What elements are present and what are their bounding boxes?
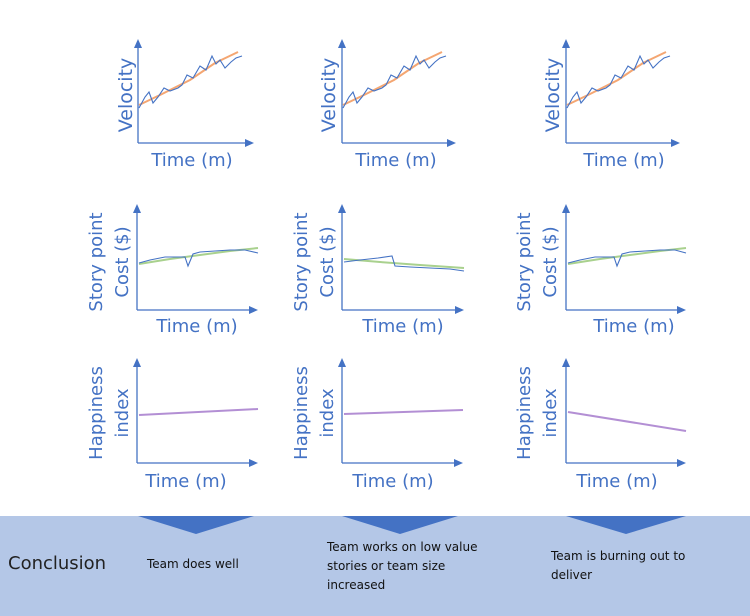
velocity-actual-line xyxy=(566,54,671,109)
time-label: Time (m) xyxy=(361,316,443,337)
cost-label-line2: Cost ($) xyxy=(540,226,561,297)
happiness-label-line1: Happiness xyxy=(514,366,535,460)
time-label: Time (m) xyxy=(155,316,237,337)
velocity-trend-line xyxy=(342,51,443,106)
velocity-chart-2: Velocity Time (m) xyxy=(318,39,456,171)
column-3: Velocity Time (m) Story point Cost ($) T… xyxy=(514,39,687,492)
conclusion-text-2: Team works on low value stories or team … xyxy=(327,540,478,592)
time-label: Time (m) xyxy=(592,316,674,337)
time-label: Time (m) xyxy=(575,471,657,492)
y-axis-arrow xyxy=(338,39,346,48)
happiness-line xyxy=(567,411,687,432)
x-axis-arrow xyxy=(671,139,680,147)
velocity-chart-3: Velocity Time (m) xyxy=(542,39,680,171)
y-axis-arrow xyxy=(562,204,570,213)
x-axis-arrow xyxy=(454,459,463,467)
x-axis-arrow xyxy=(249,306,258,314)
velocity-label: Velocity xyxy=(115,58,137,133)
happiness-label-line1: Happiness xyxy=(291,366,312,460)
chevron-down-icon xyxy=(138,516,254,534)
velocity-actual-line xyxy=(342,54,447,109)
happiness-label-line1: Happiness xyxy=(86,366,107,460)
x-axis-arrow xyxy=(245,139,254,147)
cost-chart-2: Story point Cost ($) Time (m) xyxy=(291,204,465,337)
velocity-chart-1: Velocity Time (m) xyxy=(115,39,254,171)
cost-chart-1: Story point Cost ($) Time (m) xyxy=(86,204,259,337)
y-axis-arrow xyxy=(562,358,570,367)
cost-actual-line xyxy=(343,255,465,272)
happiness-chart-2: Happiness index Time (m) xyxy=(291,358,464,492)
velocity-label: Velocity xyxy=(318,58,340,133)
cost-actual-line xyxy=(138,249,259,268)
x-axis-arrow xyxy=(249,459,258,467)
x-axis-arrow xyxy=(447,139,456,147)
cost-trend-line xyxy=(343,258,465,269)
time-label: Time (m) xyxy=(351,471,433,492)
x-axis-arrow xyxy=(677,459,686,467)
happiness-label-line2: index xyxy=(112,388,133,438)
cost-label-line2: Cost ($) xyxy=(112,226,133,297)
x-axis-arrow xyxy=(677,306,686,314)
happiness-chart-3: Happiness index Time (m) xyxy=(514,358,687,492)
conclusion-band xyxy=(0,516,750,616)
cost-label-line2: Cost ($) xyxy=(317,226,338,297)
y-axis-arrow xyxy=(133,358,141,367)
y-axis-arrow xyxy=(133,204,141,213)
column-1: Velocity Time (m) Story point Cost ($) T… xyxy=(86,39,259,492)
conclusion-text-1: Team does well xyxy=(147,557,239,571)
y-axis-arrow xyxy=(562,39,570,48)
chevron-down-icon xyxy=(342,516,458,534)
velocity-trend-line xyxy=(138,51,239,106)
cost-label-line1: Story point xyxy=(291,212,312,311)
time-label: Time (m) xyxy=(354,150,436,171)
happiness-line xyxy=(343,409,464,415)
happiness-line xyxy=(138,408,259,416)
velocity-label: Velocity xyxy=(542,58,564,133)
conclusion-title: Conclusion xyxy=(8,553,107,574)
velocity-actual-line xyxy=(138,54,243,109)
happiness-label-line2: index xyxy=(317,388,338,438)
cost-label-line1: Story point xyxy=(514,212,535,311)
time-label: Time (m) xyxy=(582,150,664,171)
y-axis-arrow xyxy=(338,204,346,213)
x-axis-arrow xyxy=(455,306,464,314)
cost-label-line1: Story point xyxy=(86,212,107,311)
y-axis-arrow xyxy=(134,39,142,48)
velocity-trend-line xyxy=(566,51,667,106)
happiness-label-line2: index xyxy=(540,388,561,438)
time-label: Time (m) xyxy=(144,471,226,492)
cost-chart-3: Story point Cost ($) Time (m) xyxy=(514,204,687,337)
cost-actual-line xyxy=(567,249,687,268)
conclusion-text-3: Team is burning out to deliver xyxy=(551,549,686,582)
happiness-chart-1: Happiness index Time (m) xyxy=(86,358,259,492)
y-axis-arrow xyxy=(338,358,346,367)
time-label: Time (m) xyxy=(150,150,232,171)
column-2: Velocity Time (m) Story point Cost ($) T… xyxy=(291,39,465,492)
chevron-down-icon xyxy=(566,516,686,534)
